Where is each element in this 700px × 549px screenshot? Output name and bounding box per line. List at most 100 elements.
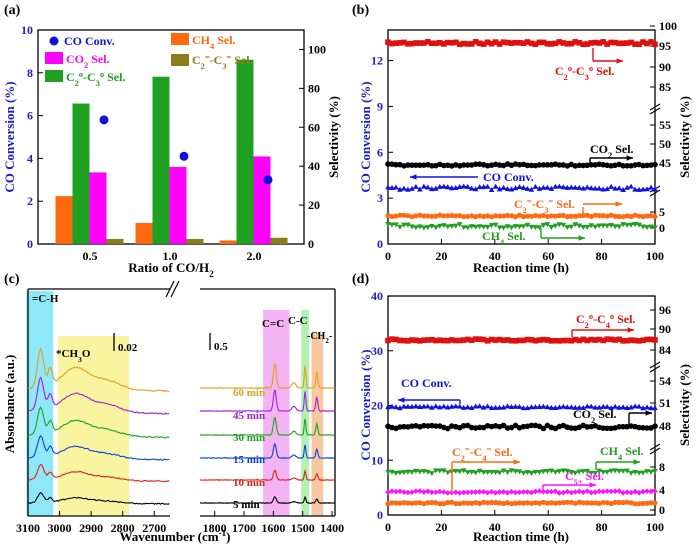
spectrum-line bbox=[199, 389, 336, 413]
x-tick-label: 3000 bbox=[48, 521, 72, 535]
spectrum-line bbox=[199, 416, 336, 436]
y-tick-label: 8 bbox=[27, 66, 33, 80]
legend-label: C2=-C3= Sel. bbox=[192, 53, 253, 71]
band-highlight bbox=[301, 310, 310, 516]
annotation-label: CO Conv. bbox=[401, 376, 452, 390]
spectrum-line bbox=[27, 434, 170, 461]
arrow-head bbox=[626, 155, 633, 161]
legend-swatch bbox=[171, 33, 189, 45]
y-tick-label: 40 bbox=[371, 289, 383, 303]
y2-tick-label: 50 bbox=[659, 137, 671, 151]
band-label: =C-H bbox=[32, 293, 59, 305]
spectrum-line bbox=[199, 362, 336, 389]
y-axis-title: CO Conversion (%) bbox=[2, 81, 17, 192]
legend-label: C2o-C3o Sel. bbox=[66, 70, 125, 88]
annotation-label: C5+ Sel. bbox=[565, 469, 604, 487]
x-tick-label: 1600 bbox=[261, 521, 285, 535]
y-axis-title: Absorbance (a.u.) bbox=[2, 355, 17, 454]
y2-axis-title: Selectivity (%) bbox=[326, 96, 341, 178]
annotation-label: C2o-C4o Sel. bbox=[576, 312, 635, 330]
y2-tick-label: 84 bbox=[659, 343, 671, 357]
legend-label: CO Conv. bbox=[64, 34, 115, 48]
y-tick-label: 3 bbox=[377, 191, 383, 205]
bar bbox=[219, 240, 237, 244]
bar bbox=[236, 59, 254, 244]
panel-label: (c) bbox=[4, 272, 20, 287]
arrow-head bbox=[627, 327, 634, 333]
y2-tick-label: 51 bbox=[659, 396, 671, 410]
x-tick-label: 3100 bbox=[16, 521, 40, 535]
x-tick-label: 20 bbox=[435, 249, 447, 263]
arrow-head bbox=[645, 410, 652, 416]
x-tick-label: 0.5 bbox=[83, 249, 98, 263]
annotation-label: CO2 Sel. bbox=[573, 407, 617, 425]
x-tick-label: 2.0 bbox=[247, 249, 262, 263]
x-tick-label: 0 bbox=[385, 249, 391, 263]
axis-break bbox=[649, 447, 661, 455]
y2-tick-label: 8 bbox=[659, 460, 665, 474]
x-tick-label: 1400 bbox=[320, 521, 344, 535]
y2-axis-title: Selectivity (%) bbox=[677, 364, 692, 446]
series-line bbox=[387, 41, 656, 45]
y2-axis-title: Selectivity (%) bbox=[677, 96, 692, 178]
x-tick-label: 100 bbox=[646, 249, 664, 263]
series-line bbox=[387, 405, 656, 409]
panel-c: (c) 3100 3000 2900 2800 2700 1800 1700 1600 1500 1… bbox=[2, 272, 344, 544]
bar bbox=[72, 103, 90, 245]
x-tick-label: 1700 bbox=[232, 521, 256, 535]
y2-tick-label: 95 bbox=[659, 39, 671, 53]
legend-swatch bbox=[45, 52, 63, 64]
y2-tick-label: 40 bbox=[308, 159, 320, 173]
arrow-head bbox=[633, 459, 640, 465]
spectrum-line bbox=[27, 491, 170, 505]
x-tick-label: 2700 bbox=[142, 521, 166, 535]
spectrum-line bbox=[27, 406, 170, 439]
x-tick-label: 60 bbox=[542, 249, 554, 263]
y2-tick-label: 90 bbox=[659, 60, 671, 74]
arrow-head bbox=[616, 58, 623, 64]
panel-label: (b) bbox=[352, 3, 369, 18]
series-label: 5 min bbox=[233, 499, 260, 511]
x-axis-title: Reaction time (h) bbox=[473, 529, 569, 544]
spectrum-line bbox=[27, 347, 170, 393]
band-label: C-C bbox=[288, 315, 308, 327]
y2-tick-label: 0 bbox=[308, 237, 314, 251]
bar bbox=[186, 238, 204, 244]
bar bbox=[89, 172, 107, 244]
y2-tick-label: 45 bbox=[659, 156, 671, 170]
y-axis-title: CO Conversion (%) bbox=[358, 349, 373, 460]
series-line bbox=[387, 470, 656, 474]
co-conv-point bbox=[263, 175, 273, 185]
axis-break bbox=[649, 361, 661, 369]
spectrum-line bbox=[27, 463, 170, 483]
series-label: 30 min bbox=[233, 432, 265, 444]
x-axis-title: Ratio of CO/H2 bbox=[128, 260, 214, 279]
y-tick-label: 0 bbox=[377, 237, 383, 251]
y2-tick-label: 48 bbox=[659, 419, 671, 433]
x-tick-label: 60 bbox=[542, 520, 554, 534]
x-tick-label: 2800 bbox=[111, 521, 135, 535]
y2-tick-label: 96 bbox=[659, 303, 671, 317]
legend-label: CH4 Sel. bbox=[192, 33, 236, 51]
band-label: -CH2- bbox=[307, 331, 332, 345]
y-tick-label: 6 bbox=[377, 145, 383, 159]
co-conv-point bbox=[179, 151, 189, 161]
bar bbox=[55, 196, 73, 244]
y2-tick-label: 90 bbox=[659, 322, 671, 336]
y2-tick-label: 0 bbox=[659, 221, 665, 235]
annotation-label: CH4 Sel. bbox=[482, 229, 526, 247]
axis-break bbox=[649, 107, 661, 115]
axis-break bbox=[170, 280, 180, 298]
y-axis-title: CO Conversion (%) bbox=[358, 81, 373, 192]
x-tick-label: 1500 bbox=[291, 521, 315, 535]
series-line bbox=[387, 163, 656, 167]
legend-swatch bbox=[45, 70, 63, 82]
y2-tick-label: 20 bbox=[308, 198, 320, 212]
y2-tick-label: 55 bbox=[659, 118, 671, 132]
y2-tick-label: 5 bbox=[659, 205, 665, 219]
x-tick-label: 1.0 bbox=[163, 249, 178, 263]
y-tick-label: 30 bbox=[371, 344, 383, 358]
y2-tick-label: 100 bbox=[308, 42, 326, 56]
legend-label: CO2 Sel. bbox=[66, 52, 110, 70]
